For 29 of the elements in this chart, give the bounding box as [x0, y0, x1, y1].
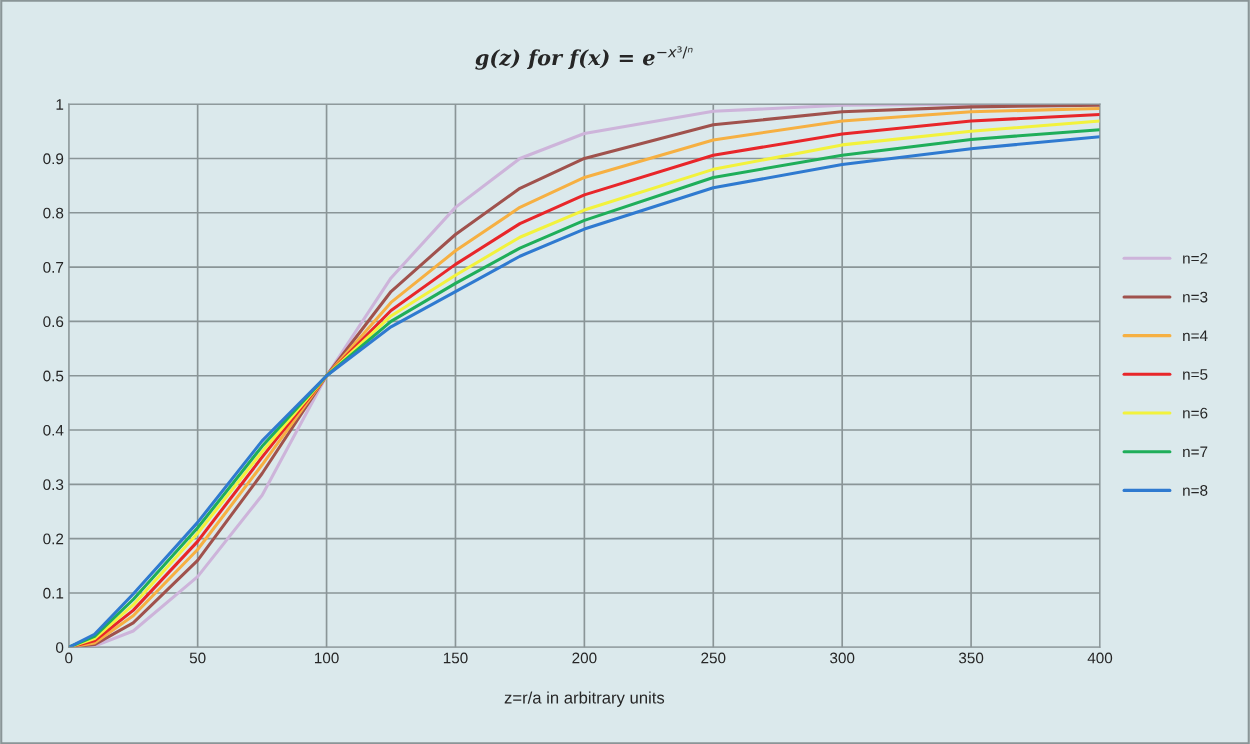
- legend-label: n=4: [1183, 330, 1208, 341]
- x-axis-title: z=r/a in arbitrary units: [504, 691, 665, 707]
- x-tick-label: 250: [701, 652, 726, 664]
- y-tick-label: 0.2: [43, 533, 64, 545]
- y-tick-label: 0.7: [43, 261, 64, 273]
- y-tick-label: 0.1: [43, 587, 64, 599]
- x-tick-label: 50: [189, 652, 206, 664]
- x-tick-label: 300: [830, 652, 855, 664]
- legend-label: n=7: [1183, 446, 1208, 458]
- y-tick-label: 0.4: [43, 424, 64, 436]
- legend-label: n=8: [1183, 485, 1208, 496]
- legend-label: n=6: [1183, 407, 1208, 419]
- x-tick-label: 200: [572, 652, 597, 664]
- y-tick-label: 0: [55, 642, 64, 653]
- y-tick-label: 0.8: [43, 207, 64, 219]
- legend-label: n=5: [1183, 369, 1208, 380]
- x-tick-label: 400: [1087, 652, 1113, 664]
- legend-label: n=2: [1183, 252, 1208, 264]
- y-tick-label: 0.6: [43, 316, 64, 328]
- y-tick-label: 0.9: [43, 153, 64, 165]
- x-tick-label: 150: [443, 652, 468, 664]
- x-tick-label: 350: [958, 652, 984, 664]
- legend-label: n=3: [1183, 291, 1208, 303]
- x-tick-label: 0: [65, 652, 73, 664]
- y-tick-label: 0.5: [43, 370, 64, 382]
- x-tick-label: 100: [314, 652, 339, 664]
- y-tick-label: 1: [56, 99, 64, 110]
- y-tick-label: 0.3: [43, 479, 64, 491]
- chart-title: g(z) for f(x) = e$^{−x³/ⁿ}$: [475, 46, 693, 70]
